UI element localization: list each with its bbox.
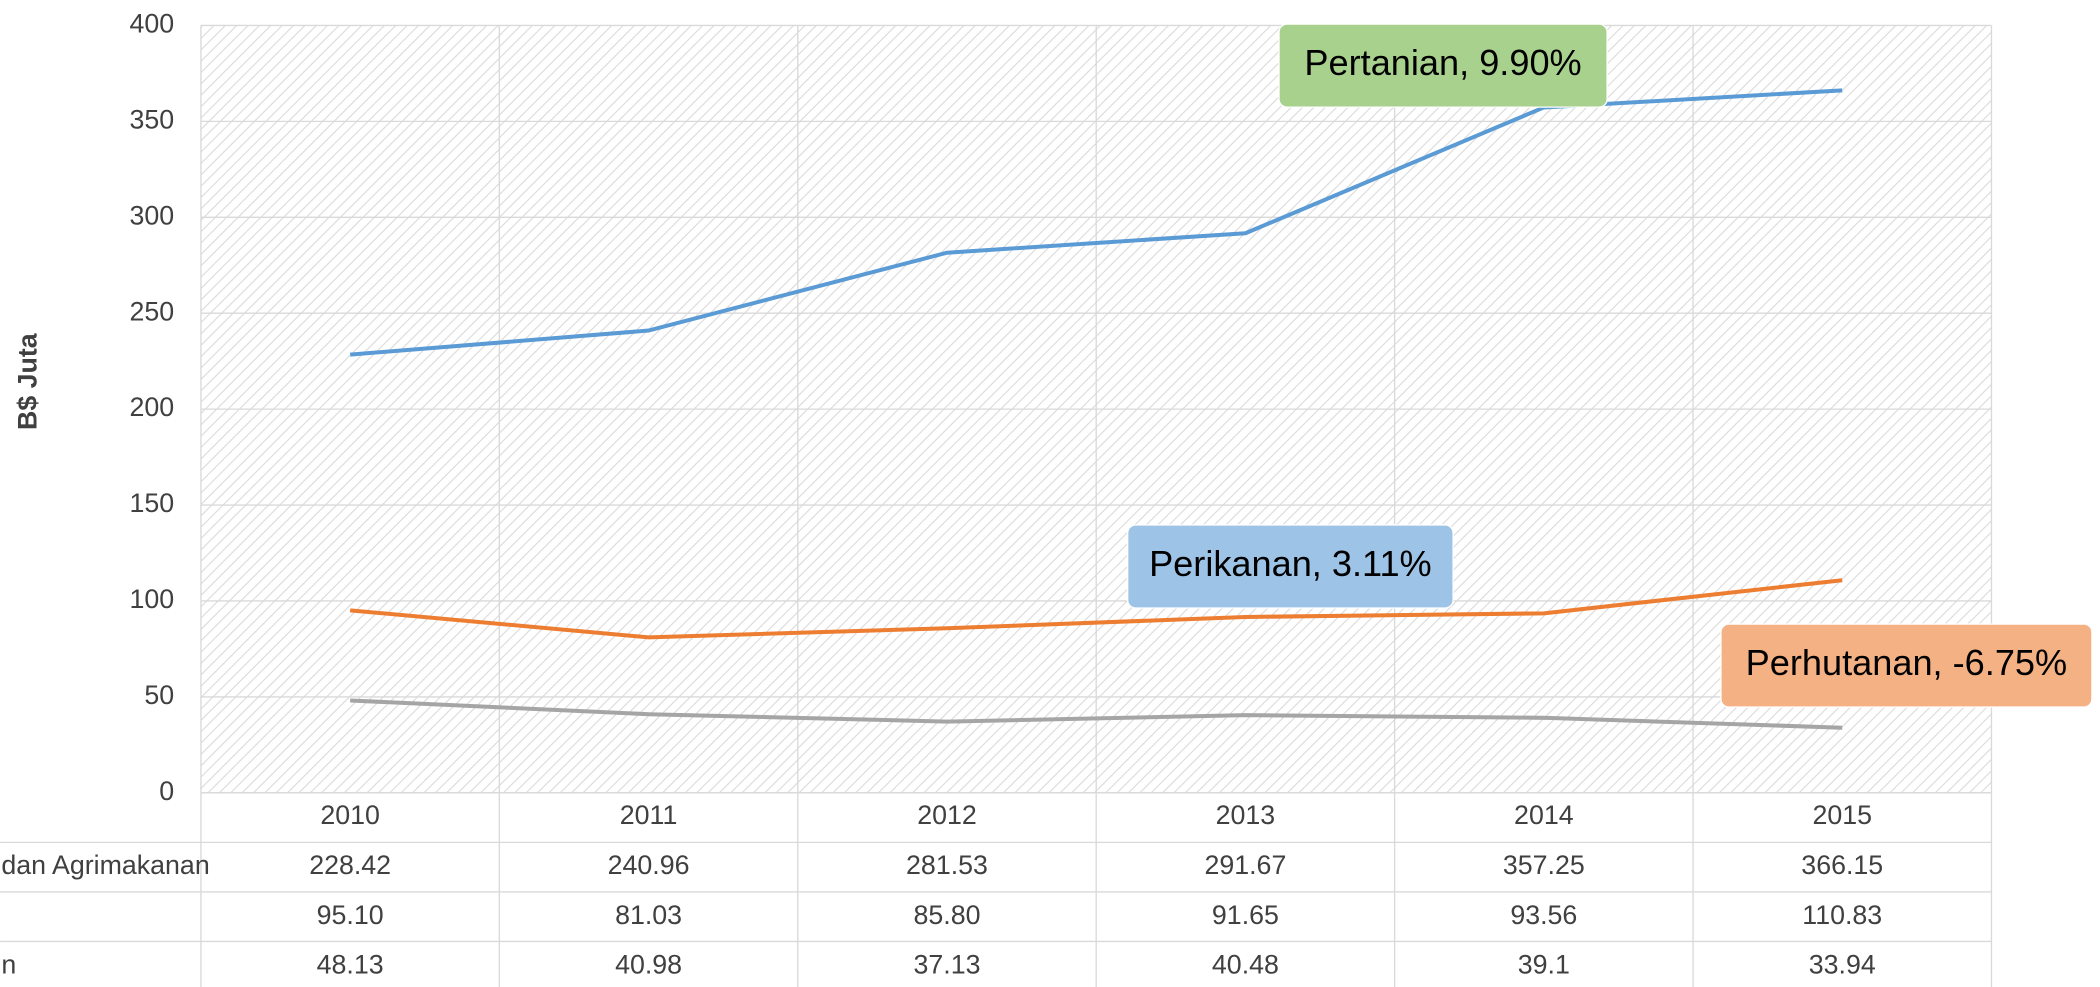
row-label: dan Agrimakanan: [1, 850, 209, 880]
table-value: 228.42: [309, 850, 391, 880]
table-value: 91.65: [1212, 900, 1279, 930]
annotation-box: [1720, 623, 2093, 708]
annotation-text: Perhutanan, -6.75%: [1746, 642, 2067, 683]
table-value: 110.83: [1802, 900, 1882, 930]
table-value: 33.94: [1809, 949, 1876, 979]
table-value: 93.56: [1510, 900, 1577, 930]
table-value: 291.67: [1204, 850, 1286, 880]
table-value: 85.80: [914, 900, 981, 930]
annotation-text: Perikanan, 3.11%: [1149, 543, 1432, 584]
x-tick-label: 2015: [1812, 800, 1872, 830]
x-tick-label: 2010: [320, 800, 380, 830]
table-value: 48.13: [317, 949, 384, 979]
y-tick-label: 0: [159, 776, 174, 806]
y-tick-label: 100: [129, 584, 174, 614]
series-line: [349, 578, 1843, 640]
table-value: 81.03: [615, 900, 682, 930]
y-tick-label: 150: [129, 488, 174, 518]
y-tick-label: 50: [144, 680, 174, 710]
x-tick-label: 2014: [1514, 800, 1574, 830]
y-tick-label: 400: [129, 9, 174, 39]
annotation-text: Pertanian, 9.90%: [1304, 42, 1581, 83]
table-value: 281.53: [906, 850, 988, 880]
row-label: n: [1, 949, 16, 979]
series-line: [350, 698, 1843, 730]
table-value: 366.15: [1801, 850, 1883, 880]
y-tick-label: 250: [129, 296, 174, 326]
table-value: 40.48: [1212, 949, 1279, 979]
annotation-box: [1127, 524, 1454, 609]
table-value: 240.96: [608, 850, 690, 880]
y-axis-label: B$ Juta: [13, 332, 43, 430]
x-tick-label: 2013: [1216, 800, 1276, 830]
x-tick-label: 2011: [620, 800, 678, 830]
table-value: 357.25: [1503, 850, 1585, 880]
y-tick-label: 200: [129, 392, 174, 422]
y-tick-label: 350: [129, 104, 174, 134]
table-value: 95.10: [317, 900, 384, 930]
y-tick-label: 300: [129, 200, 174, 230]
x-tick-label: 2012: [917, 800, 977, 830]
annotation-box: [1278, 23, 1608, 108]
table-value: 40.98: [615, 949, 682, 979]
table-value: 39.1: [1518, 949, 1570, 979]
table-value: 37.13: [914, 949, 981, 979]
